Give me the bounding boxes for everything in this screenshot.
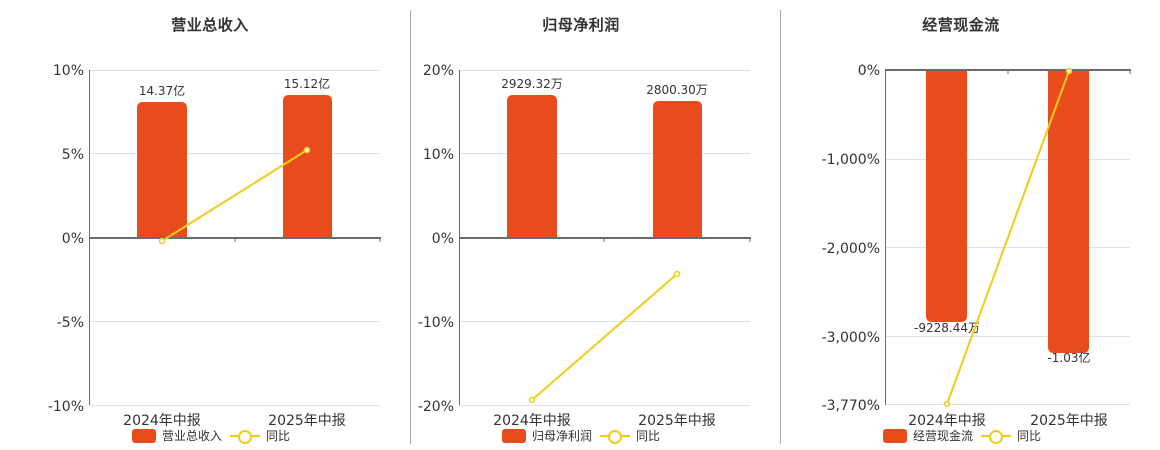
chart-title: 归母净利润 (542, 16, 620, 34)
bar-value-label: 15.12亿 (284, 76, 330, 91)
chart-plot: 0% -1,000% -2,000% -3,000% -3,770% -9228… (822, 63, 1131, 429)
bar-value-label: 14.37亿 (139, 83, 185, 98)
line-legend-marker-icon[interactable] (600, 429, 631, 444)
panel-divider (410, 10, 411, 444)
bar-2024[interactable] (137, 102, 187, 238)
yoy-point[interactable] (673, 270, 681, 278)
line-legend-label[interactable]: 同比 (636, 429, 661, 443)
yoy-line (531, 273, 678, 401)
bar-2024[interactable] (507, 95, 557, 238)
y-tick-label: -5% (57, 315, 84, 331)
yoy-point[interactable] (303, 146, 311, 154)
yoy-point[interactable] (1065, 67, 1073, 75)
bar-legend-label[interactable]: 营业总收入 (162, 429, 223, 443)
chart-legend: 营业总收入 同比 (132, 427, 290, 444)
bar-2024[interactable] (926, 70, 967, 322)
chart-title: 营业总收入 (171, 16, 249, 34)
chart-panel-net-profit: 归母净利润 20% 10% 0% -10% -20% 2929.32万 2800… (411, 0, 781, 450)
y-tick-label: 0% (432, 231, 454, 247)
y-tick-label: 10% (423, 147, 454, 163)
y-tick-label: 0% (62, 231, 84, 247)
bar-value-label: -9228.44万 (914, 321, 980, 335)
x-category-label: 2025年中报 (268, 413, 346, 429)
y-tick-label: 0% (858, 63, 880, 79)
y-tick-label: 10% (53, 63, 84, 79)
y-tick-label: -2,000% (822, 241, 880, 257)
yoy-point[interactable] (528, 396, 536, 404)
chart-panel-revenue: 营业总收入 10% 5% 0% -5% -10% 14.37亿 15.12亿 2… (0, 0, 410, 450)
bar-legend-swatch-icon[interactable] (883, 428, 907, 443)
x-category-label: 2025年中报 (638, 413, 716, 429)
chart-plot: 10% 5% 0% -5% -10% 14.37亿 15.12亿 2024年中报… (48, 63, 381, 429)
bar-2025[interactable] (283, 95, 332, 238)
y-tick-label: -10% (418, 315, 454, 331)
x-category-label: 2024年中报 (493, 413, 571, 429)
y-tick-label: -3,770% (822, 398, 880, 414)
y-tick-label: -10% (48, 399, 84, 415)
y-tick-label: -20% (418, 399, 454, 415)
line-legend-label[interactable]: 同比 (266, 429, 291, 443)
y-tick-label: -1,000% (822, 152, 880, 168)
yoy-line (946, 70, 1070, 405)
line-legend-label[interactable]: 同比 (1017, 429, 1042, 443)
y-tick-label: 5% (62, 147, 84, 163)
y-tick-label: -3,000% (822, 330, 880, 346)
yoy-point[interactable] (158, 237, 166, 245)
x-category-label: 2024年中报 (123, 413, 201, 429)
bar-value-label: -1.03亿 (1047, 350, 1090, 365)
chart-legend: 经营现金流 同比 (883, 427, 1041, 444)
line-legend-marker-icon[interactable] (230, 429, 261, 444)
bar-legend-swatch-icon[interactable] (132, 428, 156, 443)
bar-value-label: 2800.30万 (646, 83, 708, 97)
chart-plot: 20% 10% 0% -10% -20% 2929.32万 2800.30万 2… (418, 63, 751, 429)
panel-divider (780, 10, 781, 444)
bar-legend-swatch-icon[interactable] (502, 428, 526, 443)
chart-panel-operating-cashflow: 经营现金流 0% -1,000% -2,000% -3,000% -3,770%… (781, 0, 1160, 450)
yoy-point[interactable] (943, 400, 951, 408)
bar-value-label: 2929.32万 (501, 77, 563, 91)
x-category-label: 2024年中报 (908, 413, 986, 429)
chart-legend: 归母净利润 同比 (502, 427, 660, 444)
bar-2025[interactable] (1048, 70, 1089, 353)
yoy-line (161, 149, 308, 242)
line-legend-marker-icon[interactable] (981, 429, 1012, 444)
chart-title: 经营现金流 (922, 16, 1000, 34)
x-category-label: 2025年中报 (1030, 413, 1108, 429)
y-tick-label: 20% (423, 63, 454, 79)
bar-2025[interactable] (653, 101, 702, 238)
bar-legend-label[interactable]: 经营现金流 (913, 429, 974, 443)
bar-legend-label[interactable]: 归母净利润 (532, 429, 593, 443)
